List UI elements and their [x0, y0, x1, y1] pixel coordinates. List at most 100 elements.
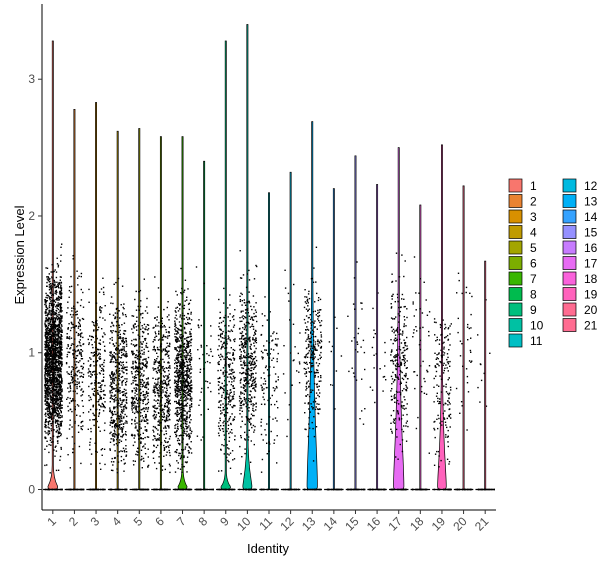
legend-item-18: 18	[562, 271, 598, 286]
legend-label: 2	[530, 195, 537, 209]
legend-swatch	[562, 178, 577, 193]
legend-item-20: 20	[562, 302, 598, 317]
legend-item-3: 3	[508, 209, 537, 224]
legend-label: 11	[530, 334, 543, 348]
legend-item-17: 17	[562, 256, 598, 271]
violin-3	[95, 102, 97, 490]
x-tick-label-9: 9	[217, 514, 232, 529]
violin-8	[203, 160, 206, 490]
y-axis-title: Expression Level	[12, 205, 27, 304]
violin-6	[159, 136, 162, 490]
legend-swatch	[562, 240, 577, 255]
violin-19	[437, 144, 447, 490]
points-19	[433, 318, 452, 491]
x-tick-label-17: 17	[385, 514, 405, 534]
legend-item-8: 8	[508, 287, 537, 302]
x-tick-label-7: 7	[174, 514, 189, 529]
x-tick-label-2: 2	[66, 514, 81, 529]
violin-13	[306, 121, 318, 490]
legend-label: 20	[584, 303, 598, 317]
violin-11	[268, 192, 270, 490]
points-4	[109, 277, 128, 491]
legend-item-19: 19	[562, 287, 598, 302]
legend-swatch	[562, 318, 577, 332]
legend-item-9: 9	[508, 302, 537, 317]
legend-item-16: 16	[562, 240, 598, 255]
x-tick-label-21: 21	[472, 514, 492, 534]
legend-swatch	[508, 318, 523, 332]
points-15	[346, 261, 366, 491]
legend-label: 14	[584, 210, 598, 224]
points-6	[152, 276, 171, 491]
points-2	[65, 255, 85, 491]
x-tick-label-10: 10	[234, 514, 254, 534]
points-9	[217, 287, 236, 491]
points-8	[195, 266, 214, 491]
x-tick-label-4: 4	[109, 514, 124, 529]
legend-label: 19	[584, 288, 598, 302]
y-tick-label: 3	[28, 72, 35, 86]
points-11	[260, 296, 279, 491]
legend-swatch	[508, 225, 523, 239]
legend-item-13: 13	[562, 194, 598, 209]
legend-label: 16	[584, 241, 598, 255]
legend-label: 9	[530, 303, 537, 317]
violin-18	[419, 204, 422, 490]
points-13	[303, 246, 323, 491]
y-tick-label: 2	[28, 209, 35, 223]
legend-swatch	[562, 256, 577, 270]
legend-label: 17	[584, 257, 598, 271]
legend-label: 10	[530, 319, 544, 333]
legend-swatch	[508, 302, 523, 317]
legend-swatch	[508, 271, 523, 286]
violin-12	[289, 171, 292, 490]
points-7	[173, 267, 193, 491]
legend-swatch	[508, 209, 523, 224]
plot-area	[43, 24, 495, 491]
x-tick-label-8: 8	[196, 514, 211, 529]
legend-label: 3	[530, 210, 537, 224]
violin-20	[462, 185, 465, 490]
legend-swatch	[562, 209, 577, 224]
x-tick-label-13: 13	[299, 514, 319, 534]
x-tick-label-6: 6	[152, 514, 167, 529]
legend-item-21: 21	[562, 318, 598, 333]
points-1	[44, 243, 63, 491]
x-tick-label-12: 12	[277, 514, 297, 534]
legend-label: 6	[530, 257, 537, 271]
legend-label: 4	[530, 226, 537, 240]
x-tick-label-18: 18	[407, 514, 427, 534]
legend-item-4: 4	[508, 225, 537, 240]
x-tick-label-20: 20	[450, 514, 470, 534]
legend-swatch	[508, 287, 523, 301]
legend-label: 21	[584, 319, 598, 333]
legend-item-15: 15	[562, 225, 598, 240]
violin-15	[354, 155, 357, 490]
y-tick-label: 0	[28, 482, 35, 496]
x-tick-label-5: 5	[131, 514, 146, 529]
legend-swatch	[508, 194, 523, 208]
x-axis-title: Identity	[247, 541, 289, 556]
legend-item-6: 6	[508, 256, 537, 271]
legend-label: 18	[584, 272, 598, 286]
x-tick-label-1: 1	[44, 514, 59, 529]
violin-16	[376, 184, 379, 490]
legend-label: 8	[530, 288, 537, 302]
legend-item-11: 11	[508, 333, 543, 348]
y-axis-ticks: 0 1 2 3	[28, 72, 42, 496]
legend-swatch	[562, 225, 577, 239]
points-5	[130, 278, 150, 491]
points-16	[368, 292, 387, 491]
x-tick-label-11: 11	[256, 514, 275, 533]
points-21	[477, 299, 495, 491]
legend-swatch	[508, 178, 523, 193]
legend-label: 5	[530, 241, 537, 255]
legend-swatch	[562, 194, 577, 208]
points-10	[238, 250, 258, 491]
violin-14	[332, 188, 335, 490]
legend-label: 15	[584, 226, 598, 240]
points-18	[411, 256, 431, 491]
legend-swatch	[562, 302, 577, 317]
legend-label: 1	[530, 179, 537, 193]
